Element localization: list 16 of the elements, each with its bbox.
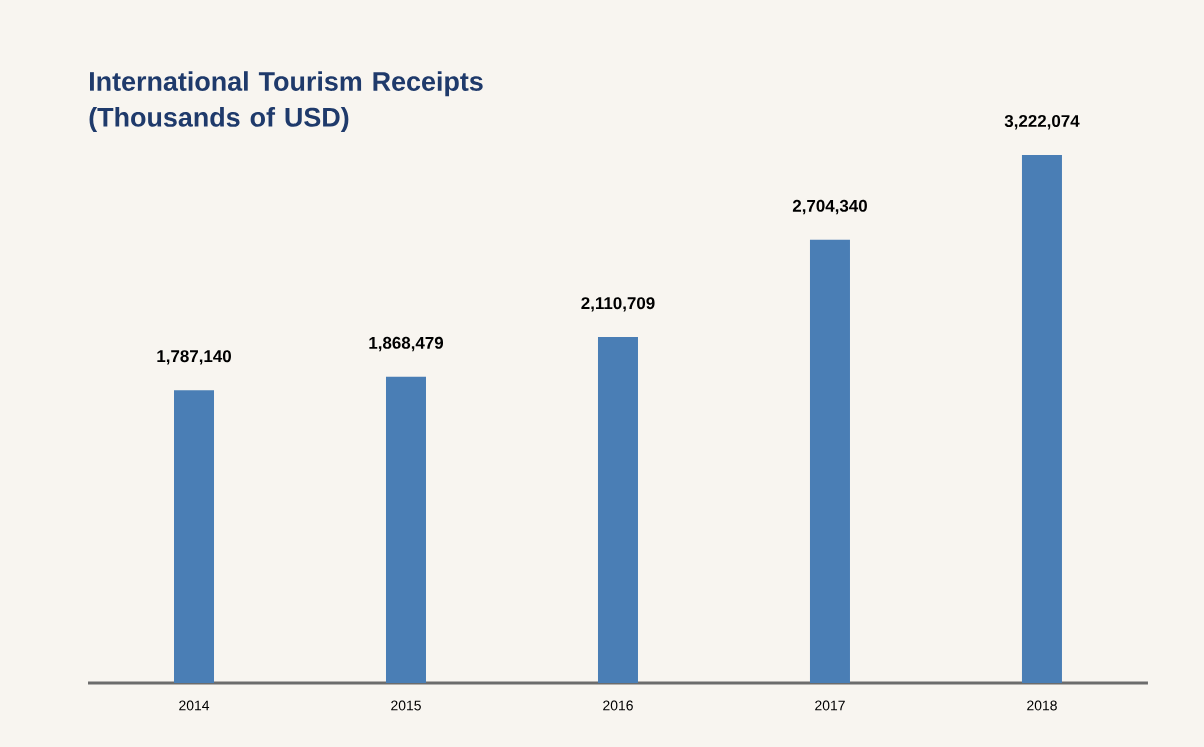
bar xyxy=(809,239,850,683)
chart-title: International Tourism Receipts (Thousands of USD) xyxy=(89,71,483,133)
bar xyxy=(597,337,638,683)
data-label: 2,110,709 xyxy=(581,297,655,312)
bar xyxy=(1021,154,1062,683)
bar xyxy=(385,376,426,683)
x-tick-label: 2018 xyxy=(1027,700,1057,711)
x-tick-label: 2014 xyxy=(179,700,210,711)
bar xyxy=(174,390,214,683)
data-label: 2,704,340 xyxy=(792,199,867,215)
data-label: 1,787,140 xyxy=(157,350,231,365)
data-label: 3,222,074 xyxy=(1004,115,1080,130)
x-tick-label: 2016 xyxy=(603,700,633,711)
x-tick-label: 2017 xyxy=(815,700,845,711)
x-tick-label: 2015 xyxy=(391,700,421,711)
data-label: 1,868,479 xyxy=(369,336,444,352)
